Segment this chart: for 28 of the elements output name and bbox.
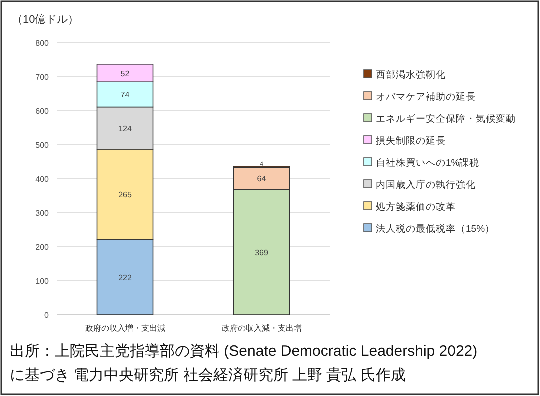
y-tick-label: 700 (36, 73, 50, 82)
data-label: 265 (118, 190, 132, 200)
data-label: 124 (118, 124, 132, 134)
y-tick-label: 600 (36, 107, 50, 116)
y-tick-label: 400 (36, 175, 50, 184)
legend-label: 内国歳入庁の執行強化 (376, 179, 476, 191)
data-label: 222 (118, 273, 132, 282)
y-axis-title: （10億ドル） (12, 13, 80, 26)
text: 出所：上院民主党指導部の資料 (Senate Democratic Leadership 2022) に基づき 電力中央研究所 社会経済研究所 上野 貴弘 氏作成 (10, 342, 479, 386)
legend-label: オバマケア補助の延長 (376, 91, 476, 103)
x-tick-label: 政府の収入増・支出減 (85, 324, 166, 333)
data-label: 52 (120, 69, 130, 78)
data-label: 64 (257, 174, 267, 184)
legend-label: 西部渇水強靭化 (376, 69, 446, 81)
legend-label: エネルギー安全保障・気候変動 (376, 113, 516, 125)
y-tick-label: 800 (36, 39, 50, 48)
y-tick-label: 500 (36, 141, 50, 150)
legend-label: 自社株買いへの1%課税 (376, 157, 480, 169)
legend-label: 法人税の最低税率（15%） (376, 223, 496, 235)
legend-label: 処方箋薬価の改革 (376, 201, 456, 213)
y-tick-label: 100 (36, 277, 50, 286)
y-tick-label: 0 (44, 311, 50, 320)
y-tick-label: 200 (36, 243, 50, 252)
y-tick-label: 300 (36, 209, 50, 218)
data-label: 74 (120, 90, 130, 100)
legend-label: 損失制限の延長 (376, 135, 446, 147)
data-label: 369 (255, 248, 269, 258)
x-tick-label: 政府の収入減・支出増 (222, 324, 302, 333)
